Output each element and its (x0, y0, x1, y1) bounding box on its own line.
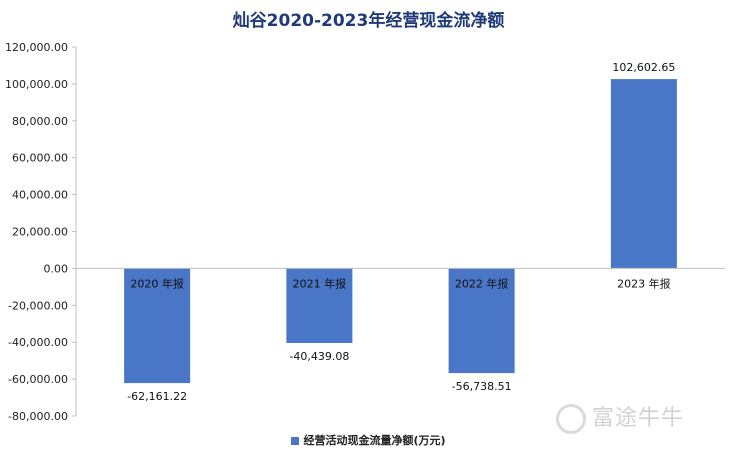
futu-logo-icon (556, 404, 586, 434)
y-tick-label: -20,000.00 (8, 299, 68, 312)
category-label: 2023 年报 (617, 276, 671, 290)
bar (286, 268, 353, 344)
legend-swatch (291, 437, 300, 445)
y-tick-label: 40,000.00 (12, 189, 68, 202)
watermark: 富途牛牛 (556, 400, 684, 434)
y-tick-label: 20,000.00 (12, 226, 68, 239)
category-label: 2022 年报 (455, 276, 509, 290)
category-label: 2020 年报 (130, 276, 184, 290)
legend-label: 经营活动现金流量净额(万元) (303, 434, 446, 447)
bar (448, 268, 515, 374)
legend: 经营活动现金流量净额(万元) (0, 432, 737, 448)
bar (610, 79, 677, 269)
y-tick-label: 80,000.00 (12, 115, 68, 128)
category-label: 2021 年报 (293, 276, 347, 290)
y-tick-label: 0.00 (44, 262, 69, 275)
y-tick-label: -40,000.00 (8, 336, 68, 349)
chart-title: 灿谷2020-2023年经营现金流净额 (232, 11, 505, 31)
data-label: -40,439.08 (289, 350, 349, 363)
y-tick-label: -60,000.00 (8, 373, 68, 386)
y-tick-label: 100,000.00 (5, 78, 68, 91)
bar (124, 268, 191, 384)
data-label: 102,602.65 (612, 61, 675, 74)
y-tick-label: 60,000.00 (12, 152, 68, 165)
data-label: -56,738.51 (452, 380, 512, 393)
y-tick-label: 120,000.00 (5, 41, 68, 54)
y-tick-label: -80,000.00 (8, 410, 68, 423)
watermark-text: 富途牛牛 (592, 406, 685, 431)
data-label: -62,161.22 (127, 390, 187, 403)
